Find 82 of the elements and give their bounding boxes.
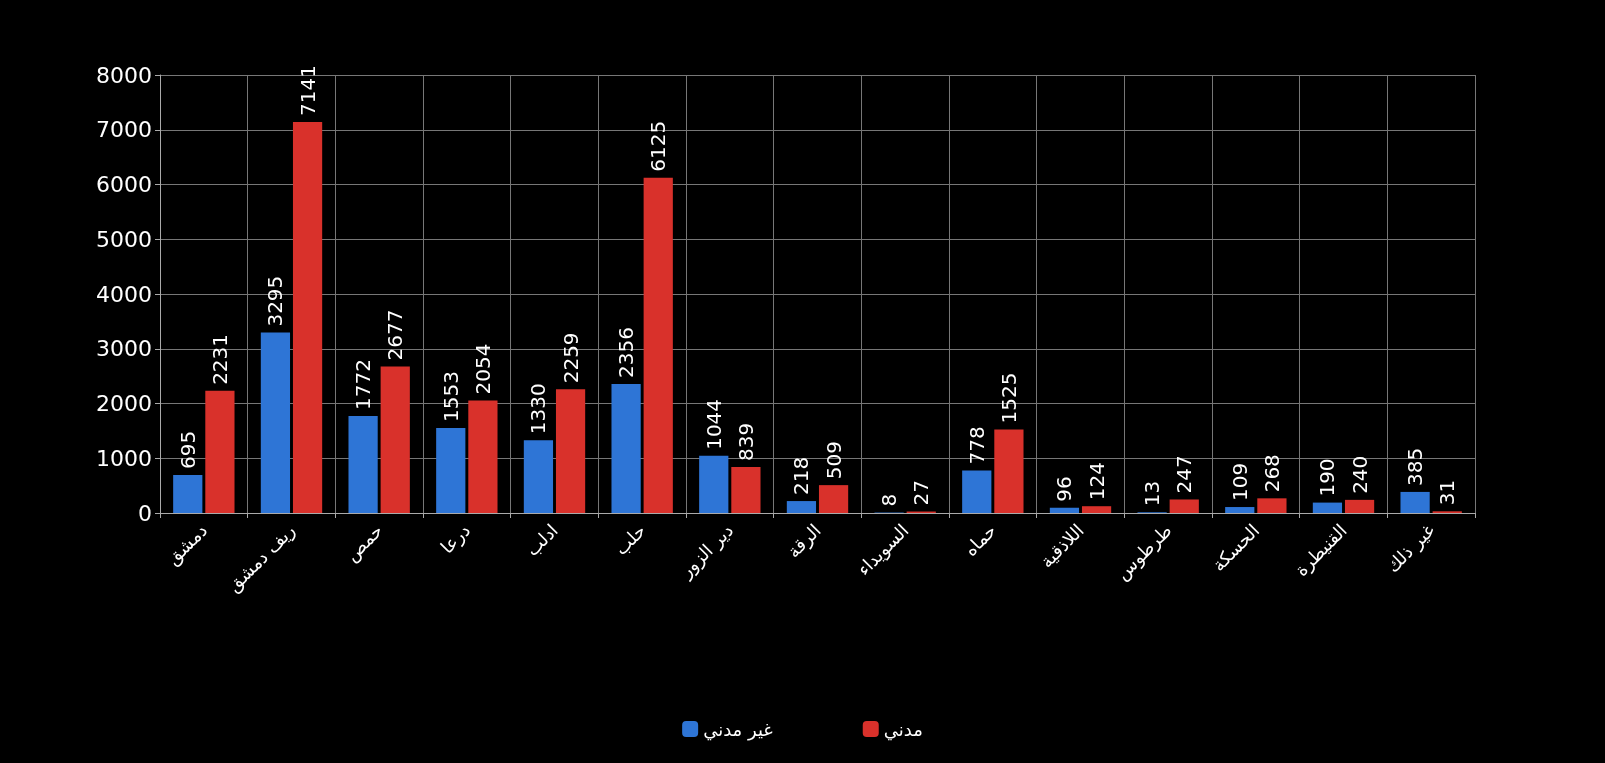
data-label: 13 — [1140, 480, 1165, 507]
bar — [731, 467, 761, 513]
bar — [555, 389, 586, 513]
data-label: 218 — [789, 456, 814, 496]
legend-label: غير مدني — [703, 718, 773, 741]
bar — [468, 400, 498, 513]
data-label: 2356 — [614, 327, 639, 379]
data-label: 1553 — [438, 371, 463, 422]
x-tick-label: درعا — [436, 519, 475, 558]
x-tick-label: السويداء — [852, 519, 914, 581]
bar — [1400, 491, 1430, 513]
data-label: 778 — [964, 426, 989, 465]
data-label: 2054 — [470, 343, 495, 395]
data-label: 31 — [1435, 479, 1460, 506]
data-label: 1330 — [526, 383, 551, 435]
bar — [380, 366, 410, 513]
y-tick-label: 4000 — [96, 281, 152, 307]
x-tick-label: حمص — [340, 519, 388, 566]
bar — [818, 485, 849, 513]
y-tick-label: 8000 — [96, 62, 152, 88]
bar — [1049, 507, 1080, 513]
x-tick-label: حماه — [959, 519, 1001, 561]
data-label: 509 — [821, 440, 846, 480]
x-tick-label: دمشق — [161, 519, 212, 570]
bar — [260, 332, 291, 513]
bar — [699, 455, 729, 513]
data-label: 1525 — [996, 372, 1021, 424]
bar — [1169, 499, 1199, 513]
data-label: 240 — [1347, 455, 1372, 494]
y-tick-label: 1000 — [96, 445, 152, 471]
y-tick-label: 6000 — [96, 172, 152, 197]
data-label: 190 — [1315, 458, 1340, 497]
y-tick-label: 5000 — [96, 226, 152, 252]
bar — [1312, 502, 1343, 513]
bar — [523, 440, 554, 513]
data-label: 2259 — [558, 332, 583, 384]
y-tick-label: 7000 — [96, 117, 152, 143]
bar — [348, 415, 378, 513]
data-label: 7141 — [295, 65, 320, 117]
data-label: 27 — [909, 480, 934, 506]
y-tick-label: 0 — [138, 500, 152, 526]
y-tick-label: 2000 — [96, 391, 152, 416]
data-label: 268 — [1259, 454, 1284, 493]
x-tick-label: اللاذقية — [1035, 519, 1088, 572]
data-label: 1772 — [351, 359, 376, 410]
x-tick-label: غير ذلك — [1381, 519, 1440, 577]
bar — [173, 474, 203, 513]
bar — [292, 122, 323, 513]
bar — [1344, 499, 1375, 513]
data-label: 6125 — [646, 120, 671, 172]
bar — [205, 390, 235, 513]
data-label: 247 — [1172, 455, 1197, 494]
bar — [962, 470, 992, 513]
x-tick-label: دير الزور — [674, 519, 738, 583]
data-label: 385 — [1403, 447, 1428, 486]
bar — [643, 177, 673, 513]
x-tick-label: ادلب — [521, 519, 562, 560]
data-label: 2231 — [207, 333, 232, 385]
data-label: 1044 — [701, 398, 726, 450]
x-tick-label: القنيطرة — [1290, 519, 1352, 581]
bar — [1225, 507, 1255, 513]
data-label: 8 — [877, 493, 902, 507]
legend-label: مدني — [883, 718, 923, 741]
data-label: 3295 — [263, 275, 288, 327]
data-label: 839 — [733, 422, 758, 462]
data-label: 2677 — [383, 309, 408, 361]
x-tick-label: الرقة — [782, 519, 826, 563]
bar — [436, 427, 466, 513]
bar — [1257, 498, 1287, 513]
bar — [1081, 506, 1112, 513]
bar — [611, 384, 641, 513]
data-label: 124 — [1084, 462, 1109, 501]
data-label: 695 — [175, 430, 200, 469]
x-tick-label: طرطوس — [1111, 519, 1177, 585]
x-tick-label: حلب — [610, 519, 650, 559]
x-tick-label: الحسكة — [1207, 519, 1264, 576]
data-label: 109 — [1227, 462, 1252, 502]
bar — [786, 501, 817, 513]
x-tick-label: ريف دمشق — [222, 519, 300, 597]
y-tick-label: 3000 — [96, 336, 152, 362]
data-label: 96 — [1052, 476, 1077, 502]
bar — [994, 429, 1024, 513]
